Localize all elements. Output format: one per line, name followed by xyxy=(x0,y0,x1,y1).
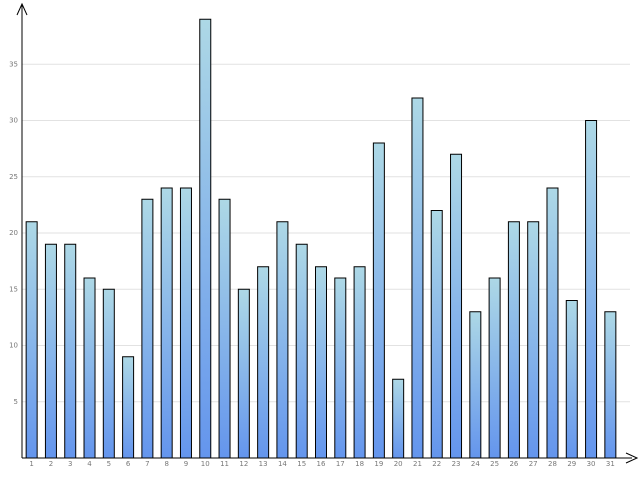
bar xyxy=(430,210,443,459)
x-tick-label: 26 xyxy=(509,460,518,468)
bar xyxy=(488,277,501,459)
bar xyxy=(315,266,327,459)
x-tick-label: 25 xyxy=(490,460,499,468)
x-tick-label: 22 xyxy=(432,460,441,468)
bar xyxy=(141,198,154,459)
bar xyxy=(507,221,520,459)
y-tick-label: 20 xyxy=(9,229,18,237)
x-tick-label: 24 xyxy=(471,460,480,468)
bar xyxy=(527,221,540,459)
bar xyxy=(276,221,289,459)
bars xyxy=(25,18,617,459)
x-tick-label: 19 xyxy=(374,460,383,468)
y-tick-label: 35 xyxy=(9,60,18,68)
bar xyxy=(353,266,366,459)
y-tick-label: 10 xyxy=(9,342,18,350)
x-tick-label: 3 xyxy=(68,460,72,468)
bar xyxy=(44,243,57,459)
x-tick-label: 11 xyxy=(220,460,229,468)
bar xyxy=(199,18,212,459)
x-tick-label: 27 xyxy=(529,460,538,468)
bar xyxy=(372,142,385,459)
bar xyxy=(83,277,96,459)
bar xyxy=(585,120,598,459)
bar xyxy=(237,288,250,459)
x-tick-label: 28 xyxy=(548,460,557,468)
bar xyxy=(604,311,617,459)
x-tick-label: 6 xyxy=(126,460,131,468)
x-tick-label: 9 xyxy=(184,460,188,468)
y-axis-arrow xyxy=(16,2,28,16)
bar xyxy=(160,187,173,459)
bar xyxy=(295,243,308,459)
x-tick-label: 1 xyxy=(29,460,33,468)
bar xyxy=(450,153,463,459)
x-tick-label: 17 xyxy=(336,460,345,468)
x-tick-label: 12 xyxy=(239,460,248,468)
x-tick-label: 7 xyxy=(145,460,149,468)
x-tick-label: 4 xyxy=(87,460,92,468)
bar xyxy=(392,378,405,459)
bar xyxy=(218,198,231,459)
x-tick-label: 14 xyxy=(278,460,287,468)
bar xyxy=(469,311,482,459)
bar xyxy=(257,266,270,459)
bar xyxy=(64,243,77,459)
x-tick-label: 10 xyxy=(201,460,210,468)
x-tick-label: 2 xyxy=(49,460,53,468)
bar xyxy=(565,300,578,459)
bar xyxy=(411,97,424,459)
x-tick-label: 5 xyxy=(107,460,111,468)
bar xyxy=(546,187,559,459)
x-tick-label: 8 xyxy=(164,460,168,468)
y-tick-label: 5 xyxy=(14,398,18,406)
x-tick-label: 31 xyxy=(606,460,615,468)
x-tick-label: 29 xyxy=(567,460,576,468)
x-tick-label: 13 xyxy=(259,460,268,468)
x-tick-label: 18 xyxy=(355,460,364,468)
bar xyxy=(179,187,192,459)
x-tick-label: 16 xyxy=(317,460,326,468)
y-tick-label: 15 xyxy=(9,285,18,293)
bar xyxy=(25,221,38,459)
x-axis-arrow xyxy=(625,452,639,464)
y-tick-label: 30 xyxy=(9,117,18,125)
x-tick-label: 20 xyxy=(394,460,403,468)
y-tick-label: 25 xyxy=(9,173,18,181)
x-tick-label: 30 xyxy=(587,460,596,468)
x-tick-label: 21 xyxy=(413,460,422,468)
bar xyxy=(334,277,347,459)
x-tick-label: 15 xyxy=(297,460,306,468)
bar xyxy=(122,356,135,459)
bar xyxy=(102,288,115,459)
x-tick-label: 23 xyxy=(452,460,461,468)
